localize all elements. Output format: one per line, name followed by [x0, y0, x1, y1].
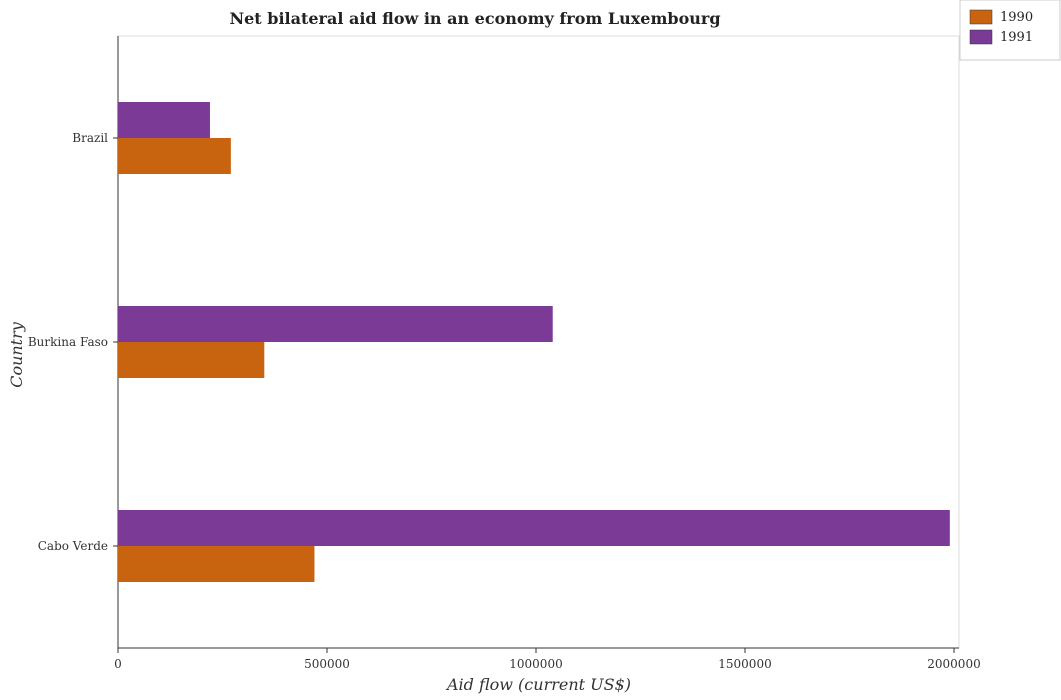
x-tick-label: 1000000: [509, 657, 562, 671]
chart-title: Net bilateral aid flow in an economy fro…: [229, 9, 720, 28]
legend-swatch-1991: [969, 29, 993, 45]
x-axis-label: Aid flow (current US$): [445, 675, 631, 694]
y-tick-label: Burkina Faso: [28, 335, 108, 349]
x-ticks-group: 0 500000 1000000 1500000 2000000: [114, 648, 981, 671]
legend-swatch-1990: [969, 9, 993, 25]
y-tick-label: Brazil: [72, 131, 108, 145]
x-tick-label: 2000000: [927, 657, 980, 671]
bar-cabo-verde-1990: [118, 546, 315, 582]
y-ticks-group: Brazil Burkina Faso Cabo Verde: [28, 131, 118, 553]
bar-burkina-faso-1991: [118, 306, 553, 342]
y-axis-label: Country: [7, 321, 26, 388]
legend-label-1990: 1990: [1000, 10, 1033, 25]
bar-brazil-1991: [118, 102, 210, 138]
x-tick-label: 1500000: [718, 657, 771, 671]
bar-brazil-1990: [118, 138, 231, 174]
y-tick-label: Cabo Verde: [38, 539, 108, 553]
bars-group: [118, 102, 950, 582]
bar-cabo-verde-1991: [118, 510, 950, 546]
x-tick-label: 0: [114, 657, 122, 671]
legend: 1990 1991: [959, 0, 1061, 61]
x-tick-label: 500000: [304, 657, 350, 671]
bar-burkina-faso-1990: [118, 342, 265, 378]
legend-label-1991: 1991: [1000, 30, 1033, 45]
